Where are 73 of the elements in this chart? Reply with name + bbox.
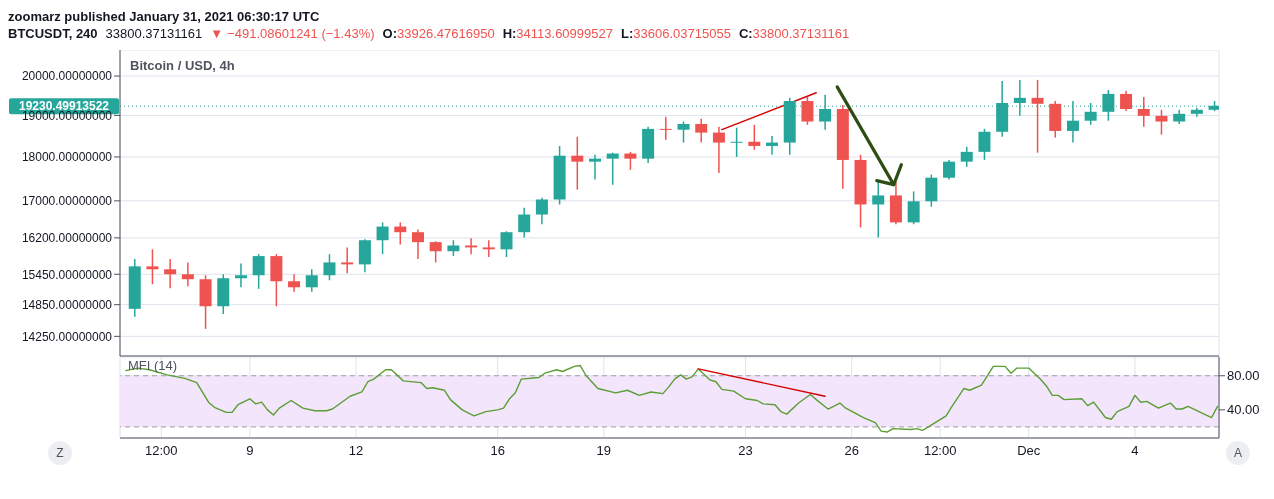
x-tick-label: 19 [596, 443, 612, 459]
text: −491.08601241 (−1.43%) [227, 26, 375, 41]
text: L:33606.03715055 [620, 26, 731, 41]
candlestick [978, 128, 991, 161]
x-tick-label: 16 [490, 443, 505, 459]
candlestick [748, 124, 761, 151]
candlestick [801, 96, 814, 126]
candlestick [429, 240, 442, 264]
x-tick-label: Dec [1017, 443, 1041, 459]
candlestick [234, 262, 247, 289]
text: BTCUSDT, 240 [8, 26, 98, 41]
candlestick [500, 230, 513, 258]
candlestick [164, 258, 177, 290]
y-tick-label: 80.00 [1227, 368, 1260, 384]
candlestick [1013, 79, 1026, 117]
text: 33800.37131161 [105, 26, 203, 41]
candlestick [712, 126, 725, 174]
y-tick-label: 18000.00000000 [21, 150, 113, 165]
text: Bitcoin / USD, 4h [130, 58, 235, 73]
candlestick [323, 253, 336, 281]
candlestick [943, 159, 956, 181]
candlestick [482, 239, 495, 258]
candlestick [571, 135, 584, 191]
x-tick-label: 12:00 [145, 443, 178, 459]
candlestick [907, 190, 920, 225]
candlestick [606, 151, 619, 186]
candlestick [181, 261, 194, 288]
candlestick [1066, 100, 1079, 144]
x-tick-label: 23 [738, 443, 753, 459]
candlestick [695, 117, 708, 144]
candlestick [659, 115, 672, 141]
y-tick-label: 15450.00000000 [21, 267, 113, 282]
candlestick [411, 228, 424, 260]
x-tick-label: 26 [844, 443, 859, 459]
y-tick-label: 14850.00000000 [21, 297, 113, 312]
x-tick-label: 9 [246, 443, 254, 459]
candlestick [1155, 109, 1168, 136]
text: H:34113.60999527 [502, 26, 613, 41]
candlestick [305, 268, 318, 293]
candlestick [465, 237, 478, 255]
round-button: Z [48, 441, 72, 465]
candlestick [252, 253, 265, 290]
y-tick-label: 14250.00000000 [21, 329, 113, 344]
y-tick-label: 40.00 [1227, 402, 1260, 418]
candlestick [1120, 90, 1133, 112]
text: O:33926.47616950 [382, 26, 495, 41]
candlestick [1137, 96, 1150, 128]
candlestick [872, 180, 885, 239]
candlestick [766, 135, 779, 156]
candlestick [819, 93, 832, 131]
candlestick [589, 154, 601, 181]
y-tick-label: 17000.00000000 [21, 194, 113, 209]
candlestick [535, 196, 548, 225]
candlestick [288, 273, 301, 293]
candlestick [146, 248, 159, 286]
candlestick [1031, 79, 1044, 154]
candlestick [960, 146, 973, 168]
x-tick-label: 12:00 [923, 443, 957, 459]
candlestick [518, 206, 531, 239]
candlestick [730, 126, 743, 158]
text: ▼ [210, 26, 224, 41]
candlestick [341, 246, 354, 275]
y-tick-label: 20000.00000000 [21, 69, 113, 84]
candlestick [624, 151, 637, 171]
x-tick-label: 4 [1131, 443, 1139, 459]
text: C:33800.37131161 [738, 26, 850, 41]
y-tick-label: 16200.00000000 [21, 231, 113, 246]
x-tick-label: 12 [348, 443, 364, 459]
round-button: A [1226, 441, 1250, 465]
candlestick [677, 120, 690, 144]
candlestick [376, 221, 389, 255]
text: zoomarz published January 31, 2021 06:30:17 UTC [8, 9, 320, 24]
candlestick [925, 173, 938, 208]
